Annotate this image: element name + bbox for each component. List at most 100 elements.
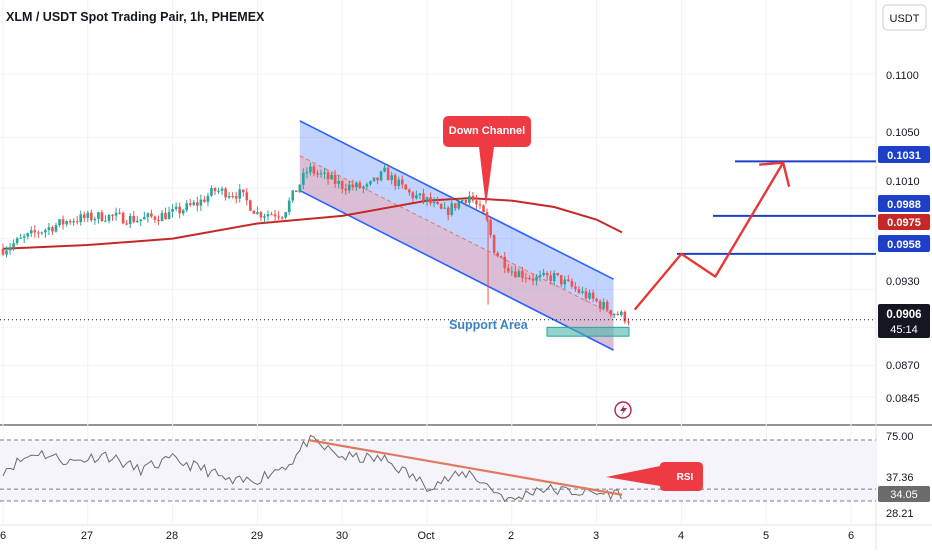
candle-body — [26, 233, 30, 237]
candle-body — [252, 210, 256, 214]
main-pane[interactable] — [0, 0, 876, 425]
candle-body — [333, 174, 337, 184]
rsi-axis[interactable]: 75.00 37.36 34.05 28.21 — [878, 431, 930, 520]
candle-body — [496, 253, 499, 257]
rsi-tick: 75.00 — [886, 431, 914, 443]
candle-body — [135, 220, 139, 223]
candle-body — [224, 188, 227, 198]
support-area-label: Support Area — [449, 318, 529, 332]
candle-body — [111, 214, 114, 216]
candle-body — [54, 225, 58, 232]
candle-body — [196, 202, 199, 206]
chart-title: XLM / USDT Spot Trading Pair, 1h, PHEMEX — [6, 10, 265, 24]
time-axis[interactable]: 6 27 28 29 30 Oct 2 3 4 5 6 — [0, 530, 854, 542]
candle-body — [305, 172, 309, 174]
candle-body — [249, 200, 252, 211]
price-axis[interactable]: 0.1100 0.1050 0.1010 0.0930 0.0870 0.084… — [886, 70, 920, 405]
candle-body — [506, 268, 510, 272]
candle-body — [128, 215, 132, 225]
level-label-0: 0.1031 — [878, 146, 930, 163]
support-zone — [546, 326, 630, 337]
lightning-icon[interactable] — [614, 401, 632, 419]
projection-arrowhead — [759, 161, 791, 187]
candle-body — [400, 179, 404, 185]
candle-body — [376, 177, 379, 181]
candle-body — [8, 247, 12, 251]
candle-body — [174, 206, 178, 209]
candle-body — [545, 272, 549, 276]
candle-body — [44, 229, 47, 233]
candle-body — [383, 167, 386, 172]
target-levels[interactable] — [677, 160, 876, 255]
candle-body — [298, 184, 302, 193]
candle-body — [153, 216, 157, 220]
candle-body — [482, 205, 485, 213]
candle-body — [535, 276, 538, 281]
candle-body — [605, 301, 609, 311]
candle-body — [432, 201, 436, 204]
candle-body — [461, 200, 464, 202]
rsi-tick: 28.21 — [886, 508, 914, 520]
currency-button[interactable]: USDT — [882, 4, 927, 31]
candle-body — [125, 223, 128, 225]
candle-body — [337, 181, 340, 184]
candle-body — [72, 221, 75, 223]
candle-body — [15, 238, 19, 244]
candle-body — [270, 214, 273, 216]
candle-body — [616, 313, 620, 316]
time-tick: 27 — [81, 530, 93, 542]
projection-path[interactable] — [633, 161, 791, 311]
candle-body — [355, 182, 358, 188]
candle-body — [418, 193, 422, 196]
candle-body — [478, 204, 482, 206]
candle-body — [217, 190, 220, 192]
candle-body — [287, 200, 291, 213]
candle-body — [457, 201, 461, 209]
candle-body — [12, 243, 15, 248]
candle-body — [623, 311, 627, 322]
candle-body — [263, 216, 266, 218]
candlesticks — [0, 162, 876, 326]
candle-body — [485, 212, 489, 220]
candle-body — [390, 175, 393, 181]
candle-body — [425, 197, 429, 201]
candle-body — [591, 292, 595, 299]
candle-body — [93, 218, 97, 221]
candle-body — [220, 188, 224, 191]
rsi-trendline — [308, 438, 623, 496]
candle-body — [574, 286, 577, 289]
candle-body — [404, 184, 408, 190]
rsi-callout[interactable]: RSI — [606, 462, 703, 491]
candle-body — [492, 234, 496, 254]
candle-body — [559, 275, 563, 285]
candle-body — [164, 212, 167, 220]
candle-body — [22, 236, 26, 238]
candle-body — [104, 220, 107, 222]
candle-body — [167, 211, 171, 220]
down-channel-callout[interactable]: Down Channel — [443, 116, 531, 206]
candle-body — [542, 272, 545, 276]
time-tick: 28 — [166, 530, 178, 542]
candle-body — [37, 232, 40, 234]
candle-body — [415, 195, 418, 199]
candle-body — [549, 275, 552, 282]
candle-body — [446, 207, 450, 215]
candle-body — [563, 279, 567, 285]
candle-body — [256, 212, 259, 214]
candle-body — [241, 189, 245, 193]
candle-body — [291, 190, 295, 201]
candle-body — [280, 217, 284, 219]
candle-body — [602, 301, 605, 309]
candle-body — [510, 271, 514, 273]
candle-body — [150, 213, 153, 217]
candle-body — [210, 188, 213, 196]
candle-body — [309, 166, 312, 173]
candle-body — [132, 215, 136, 223]
candle-body — [570, 280, 574, 287]
candle-body — [82, 214, 86, 218]
channel-upper-line — [299, 120, 614, 280]
candle-body — [577, 288, 581, 293]
time-tick: Oct — [417, 530, 434, 542]
